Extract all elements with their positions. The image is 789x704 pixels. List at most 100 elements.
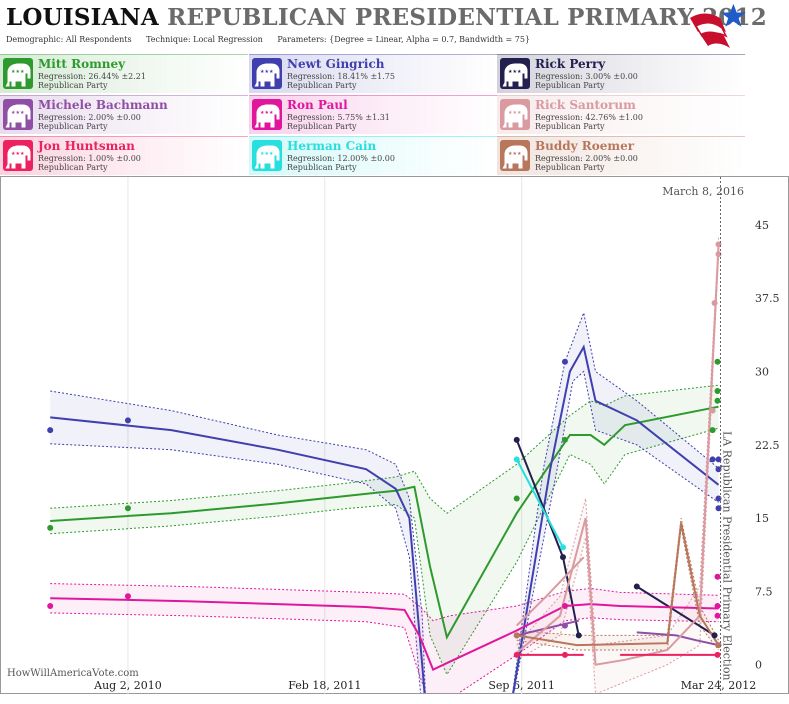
michele-bachmann-trend-line [636,631,719,647]
parameters-value: {Degree = Linear, Alpha = 0.7, Bandwidth… [329,35,531,44]
y-tick-label: 37.5 [755,292,780,305]
x-tick-label: Aug 2, 2010 [93,679,162,692]
candidate-party: Republican Party [287,81,357,90]
demographic-label: Demographic: [6,35,64,44]
svg-text:★★★: ★★★ [11,69,25,75]
y-tick-label: 7.5 [755,585,773,598]
herman-cain-data-point [559,544,566,551]
ron-paul-lower-bound [50,612,719,693]
candidate-mitt-romney: ★★★ Mitt Romney Regression: 26.44% ±2.21 Re… [0,54,248,93]
ron-paul-data-point [47,603,54,610]
candidate-jon-huntsman: ★★★ Jon Huntsman Regression: 1.00% ±0.00 Re… [0,136,248,175]
y-tick-label: 45 [755,219,769,232]
candidate-name: Rick Santorum [535,98,636,112]
candidate-regression: Regression: 12.00% ±0.00 [287,154,395,163]
candidate-name: Newt Gingrich [287,57,385,71]
demographic-value: All Respondents [65,35,132,44]
rick-perry-data-point [513,436,520,443]
mitt-romney-upper-bound [50,384,719,514]
y-tick-label: 0 [755,659,762,672]
svg-text:★★★: ★★★ [11,110,25,116]
rick-santorum-data-point [711,300,718,307]
michele-bachmann-data-point [561,622,568,629]
elephant-icon: ★★★ [500,99,530,130]
parameters-label: Parameters: [277,35,327,44]
technique-value: Local Regression [193,35,263,44]
svg-text:★★★: ★★★ [508,69,522,75]
rick-perry-data-point [559,554,566,561]
current-date-label: March 8, 2016 [662,185,744,198]
ron-paul-confidence-band [50,583,719,693]
ron-paul-upper-bound [50,583,719,622]
rick-santorum-trend-line [515,556,585,627]
elephant-icon: ★★★ [3,58,33,89]
candidate-regression: Regression: 18.41% ±1.75 [287,72,395,81]
newt-gingrich-upper-bound [50,311,719,693]
elephant-icon: ★★★ [3,99,33,130]
mitt-romney-confidence-band [50,385,719,675]
elephant-icon: ★★★ [500,58,530,89]
mitt-romney-data-point [513,495,520,502]
michele-bachmann-trend-line [516,619,579,637]
candidate-party: Republican Party [535,81,605,90]
mitt-romney-data-point [714,358,721,365]
svg-text:★★★: ★★★ [260,151,274,157]
candidate-party: Republican Party [38,163,108,172]
newt-gingrich-trend-line [50,344,720,693]
rick-perry-trend-line [636,585,716,637]
rick-perry-data-point [575,632,582,639]
elephant-icon: ★★★ [500,140,530,171]
svg-text:★★★: ★★★ [508,110,522,116]
chart-parameters: Demographic: All Respondents Technique: … [6,35,530,44]
mitt-romney-data-point [47,524,54,531]
technique-label: Technique: [146,35,191,44]
ron-paul-data-point [714,612,721,619]
rick-santorum-trend-line [516,246,720,666]
ron-paul-data-point [714,573,721,580]
chart-header: LOUISIANA REPUBLICAN PRESIDENTIAL PRIMAR… [0,0,789,53]
candidate-party: Republican Party [535,163,605,172]
mitt-romney-data-point [714,388,721,395]
rick-perry-data-point [711,632,718,639]
candidate-name: Herman Cain [287,139,377,153]
candidate-party: Republican Party [287,122,357,131]
regression-chart: 0 7.5 15 22.5 30 37.5 45 Aug 2, 2010 Feb 18, 201… [0,176,789,694]
mitt-romney-data-point [124,505,131,512]
candidate-party: Republican Party [535,122,605,131]
candidate-name: Rick Perry [535,57,606,71]
y-tick-label: 15 [755,512,769,525]
candidate-regression: Regression: 1.00% ±0.00 [38,154,141,163]
newt-gingrich-data-point [47,427,54,434]
candidate-party: Republican Party [287,163,357,172]
herman-cain-data-point [513,456,520,463]
ron-paul-data-point [714,603,721,610]
mitt-romney-data-point [561,436,568,443]
y-tick-label: 30 [755,365,769,378]
ron-paul-data-point [561,603,568,610]
ron-paul-data-point [124,593,131,600]
mitt-romney-data-point [714,397,721,404]
candidate-regression: Regression: 5.75% ±1.31 [287,113,390,122]
candidate-party: Republican Party [38,122,108,131]
candidate-name: Ron Paul [287,98,348,112]
candidate-herman-cain: ★★★ Herman Cain Regression: 12.00% ±0.00 Re… [249,136,497,175]
title-rest: REPUBLICAN PRESIDENTIAL PRIMARY 2012 [167,4,767,31]
candidate-regression: Regression: 26.44% ±2.21 [38,72,146,81]
title-state: LOUISIANA [6,4,159,31]
x-tick-label: Mar 24, 2012 [681,679,757,692]
rick-perry-data-point [633,583,640,590]
elephant-icon: ★★★ [252,140,282,171]
svg-text:★★★: ★★★ [260,110,274,116]
x-tick-label: Sep 6, 2011 [488,679,555,692]
candidate-regression: Regression: 2.00% ±0.00 [535,154,638,163]
newt-gingrich-data-point [561,358,568,365]
buddy-roemer-data-point [513,632,520,639]
mitt-romney-lower-bound [50,427,719,676]
jon-huntsman-data-point [714,651,721,658]
rick-santorum-data-point [709,407,716,414]
chart-area: 0 7.5 15 22.5 30 37.5 45 Aug 2, 2010 Feb 18, 201… [0,176,789,704]
election-day-label: LA Republican Presidential Primary Elect… [721,431,734,681]
newt-gingrich-data-point [124,417,131,424]
candidate-name: Jon Huntsman [38,139,135,153]
svg-text:★★★: ★★★ [11,151,25,157]
